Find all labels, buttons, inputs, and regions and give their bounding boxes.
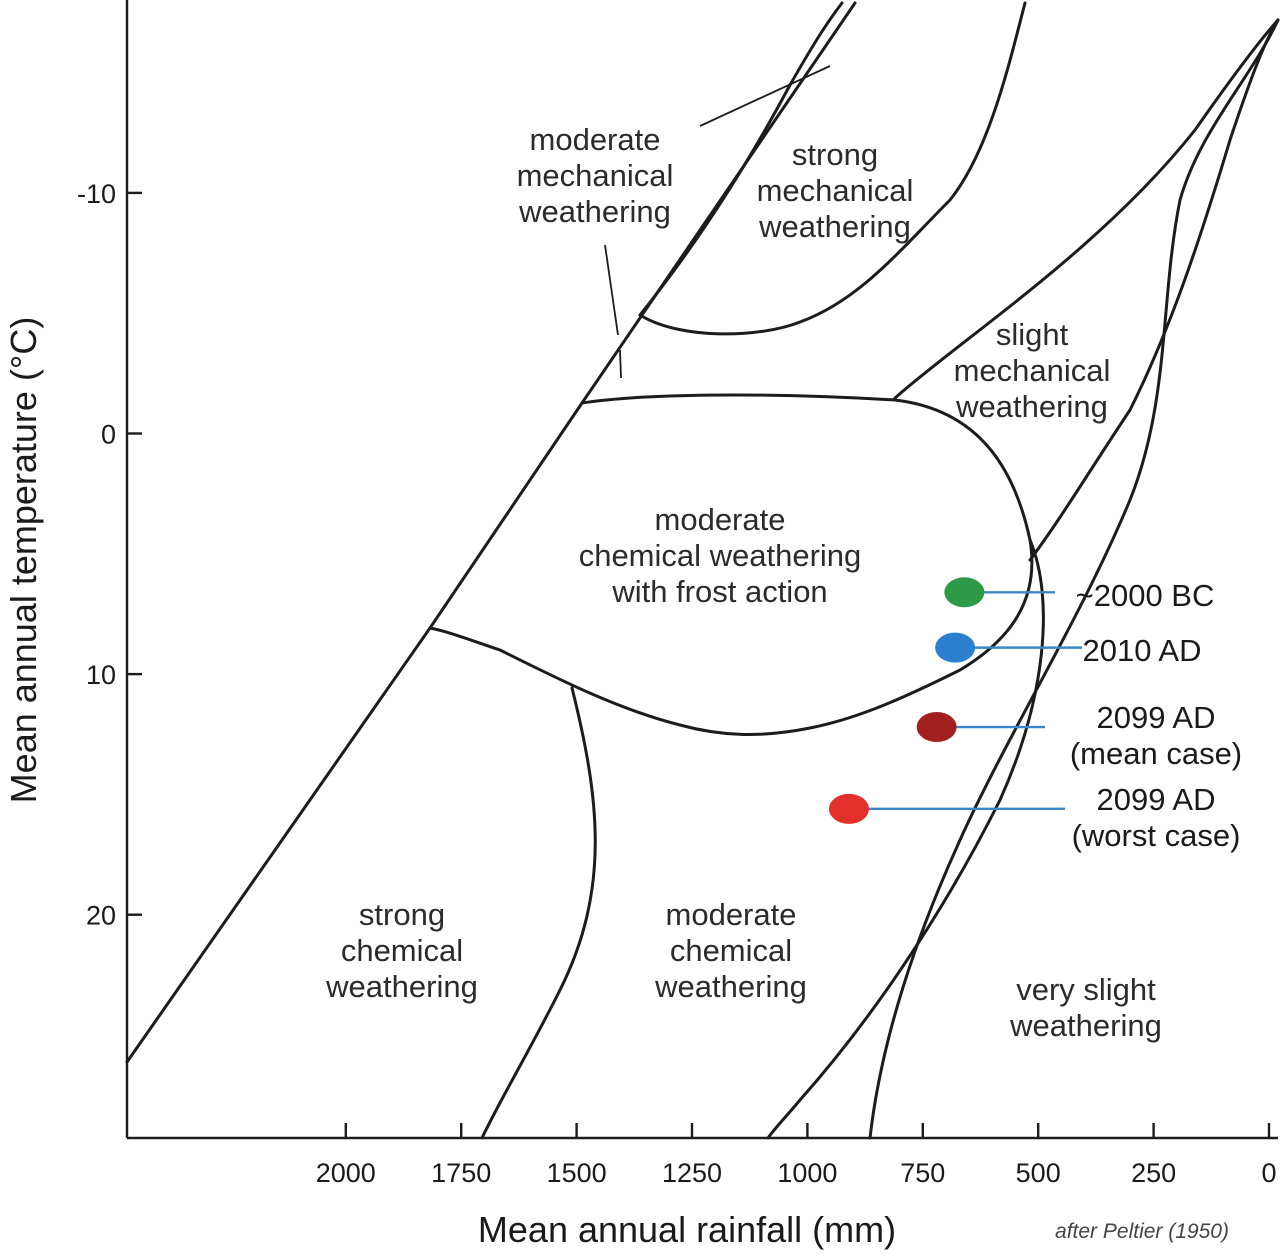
y-tick-label: -10 [77, 179, 116, 209]
region-label: strong chemical weathering [325, 897, 478, 1004]
boundary-frost-top [428, 393, 1034, 736]
point-label: 2099 AD (mean case) [1070, 700, 1242, 771]
axes: 2000 1750 1500 1250 1000 750 500 250 0 -10 0 10 20 [77, 0, 1278, 1188]
x-tick-label: 1000 [777, 1158, 837, 1188]
boundary-moderate-chemical-right [766, 538, 1045, 1140]
point-label: 2099 AD (worst case) [1072, 782, 1241, 853]
data-points [828, 577, 985, 824]
boundary-very-slight-right [868, 18, 1280, 1140]
point-labels: ~2000 BC 2010 AD 2099 AD (mean case) 2099 AD… [1070, 578, 1242, 853]
region-label: very slight weathering [1009, 972, 1162, 1043]
region-boundaries [125, 1, 1280, 1140]
x-tick-label: 250 [1131, 1158, 1176, 1188]
x-axis-title: Mean annual rainfall (mm) [478, 1209, 896, 1250]
y-tick-label: 10 [86, 660, 116, 690]
region-label: moderate mechanical weathering [517, 122, 674, 229]
data-point [935, 632, 976, 663]
leader-moderate-mechanical-2 [604, 244, 622, 379]
y-ticks: -10 0 10 20 [77, 179, 142, 931]
x-tick-label: 1250 [662, 1158, 722, 1188]
region-label: moderate chemical weathering with frost ac… [579, 502, 862, 609]
point-label: 2010 AD [1083, 633, 1202, 668]
leader-moderate-mechanical-1 [699, 65, 831, 127]
y-tick-label: 20 [86, 901, 116, 931]
boundary-strong-chemical-right [480, 686, 597, 1140]
boundary-slight-mechanical-right [893, 18, 1280, 400]
data-point [944, 577, 985, 608]
boundary-very-slight-left [1028, 18, 1280, 562]
boundary-moderate-mechanical-right [638, 1, 844, 317]
region-label: strong mechanical weathering [757, 137, 914, 244]
region-label: slight mechanical weathering [954, 317, 1111, 424]
x-tick-label: 1750 [431, 1158, 491, 1188]
x-ticks: 2000 1750 1500 1250 1000 750 500 250 0 [316, 1123, 1277, 1188]
x-tick-label: 2000 [316, 1158, 376, 1188]
y-tick-label: 0 [101, 420, 116, 450]
point-leaders [848, 591, 1082, 811]
x-tick-label: 500 [1016, 1158, 1061, 1188]
x-tick-label: 1500 [547, 1158, 607, 1188]
x-tick-label: 0 [1261, 1158, 1276, 1188]
data-point [828, 793, 869, 824]
region-labels: moderate mechanical weathering strong mechan… [325, 122, 1162, 1043]
x-tick-label: 750 [900, 1158, 945, 1188]
data-point [916, 712, 957, 743]
boundary-moderate-mechanical-left [125, 1, 857, 1064]
region-label: moderate chemical weathering [654, 897, 807, 1004]
boundary-strong-mechanical-bottom [638, 1, 1027, 336]
y-axis-title: Mean annual temperature (°C) [3, 317, 44, 804]
point-label: ~2000 BC [1076, 578, 1215, 613]
credit-text: after Peltier (1950) [1055, 1220, 1229, 1243]
